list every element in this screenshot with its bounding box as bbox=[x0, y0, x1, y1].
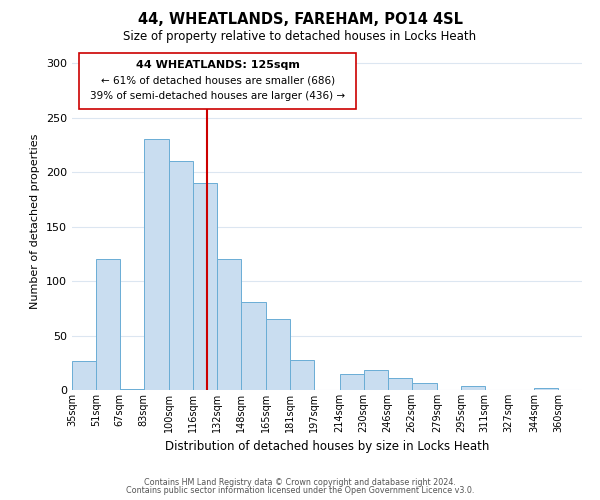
Bar bbox=[412, 384, 437, 390]
Bar bbox=[534, 388, 558, 390]
Text: Size of property relative to detached houses in Locks Heath: Size of property relative to detached ho… bbox=[124, 30, 476, 43]
Bar bbox=[266, 319, 290, 390]
Text: 44, WHEATLANDS, FAREHAM, PO14 4SL: 44, WHEATLANDS, FAREHAM, PO14 4SL bbox=[137, 12, 463, 28]
Text: Contains HM Land Registry data © Crown copyright and database right 2024.: Contains HM Land Registry data © Crown c… bbox=[144, 478, 456, 487]
Bar bbox=[364, 370, 388, 390]
Bar bbox=[120, 389, 144, 390]
Bar bbox=[144, 138, 169, 390]
Bar bbox=[169, 162, 193, 390]
Bar bbox=[72, 360, 96, 390]
X-axis label: Distribution of detached houses by size in Locks Heath: Distribution of detached houses by size … bbox=[165, 440, 489, 454]
Text: 44 WHEATLANDS: 125sqm: 44 WHEATLANDS: 125sqm bbox=[136, 60, 300, 70]
Bar bbox=[340, 374, 364, 390]
Bar bbox=[193, 183, 217, 390]
Bar bbox=[388, 378, 412, 390]
Bar bbox=[461, 386, 485, 390]
Y-axis label: Number of detached properties: Number of detached properties bbox=[31, 134, 40, 309]
Bar bbox=[96, 260, 120, 390]
Bar bbox=[241, 302, 266, 390]
Bar bbox=[217, 260, 241, 390]
Text: 39% of semi-detached houses are larger (436) →: 39% of semi-detached houses are larger (… bbox=[90, 90, 346, 101]
Text: ← 61% of detached houses are smaller (686): ← 61% of detached houses are smaller (68… bbox=[101, 76, 335, 86]
FancyBboxPatch shape bbox=[79, 52, 356, 109]
Bar bbox=[290, 360, 314, 390]
Text: Contains public sector information licensed under the Open Government Licence v3: Contains public sector information licen… bbox=[126, 486, 474, 495]
